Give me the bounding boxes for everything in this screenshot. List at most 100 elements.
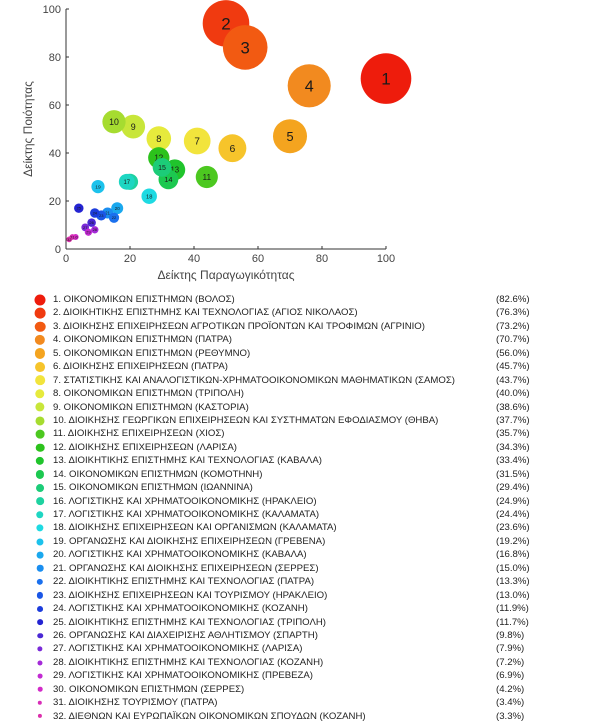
bubble-label-30: 30 (73, 234, 78, 239)
legend-entry-28: 28. ΔΙΟΙΚΗΤΙΚΗΣ ΕΠΙΣΤΗΜΗΣ ΚΑΙ ΤΕΧΝΟΛΟΓΙΑ… (34, 656, 594, 669)
bubble-label-22: 22 (112, 215, 117, 220)
legend-entry-31: 31. ΔΙΟΙΚΗΣΗΣ ΤΟΥΡΙΣΜΟΥ (ΠΑΤΡΑ) (3.4%) (34, 696, 594, 709)
legend-entry-15: 15. ΟΙΚΟΝΟΜΙΚΩΝ ΕΠΙΣΤΗΜΩΝ (ΙΩΑΝΝΙΝΑ) (29.… (34, 481, 594, 494)
legend-entry-9: 9. ΟΙΚΟΝΟΜΙΚΩΝ ΕΠΙΣΤΗΜΩΝ (ΚΑΣΤΟΡΙΑ) (38.6… (34, 401, 594, 414)
legend-marker-3 (34, 321, 46, 332)
x-tick-label-100: 100 (377, 253, 395, 265)
y-tick-label-0: 0 (55, 244, 61, 256)
legend-entry-29: 29. ΛΟΓΙΣΤΙΚΗΣ ΚΑΙ ΧΡΗΜΑΤΟΟΙΚΟΝΟΜΙΚΗΣ (Π… (34, 669, 594, 682)
bubble-label-12: 12 (154, 154, 163, 163)
legend-label-26: 26. ΟΡΓΑΝΩΣΗΣ ΚΑΙ ΔΙΑΧΕΙΡΙΣΗΣ ΑΘΛΗΤΙΣΜΟΥ… (53, 629, 318, 641)
legend-label-29: 29. ΛΟΓΙΣΤΙΚΗΣ ΚΑΙ ΧΡΗΜΑΤΟΟΙΚΟΝΟΜΙΚΗΣ (Π… (53, 670, 313, 682)
legend-value-16: (24.9%) (496, 495, 530, 507)
legend-entry-14: 14. ΟΙΚΟΝΟΜΙΚΩΝ ΕΠΙΣΤΗΜΩΝ (ΚΟΜΟΤΗΝΗ) (31.… (34, 468, 594, 481)
legend-entry-22: 22. ΔΙΟΙΚΗΤΙΚΗΣ ΕΠΙΣΤΗΜΗΣ ΚΑΙ ΤΕΧΝΟΛΟΓΙΑ… (34, 575, 594, 588)
bubble-label-11: 11 (202, 172, 211, 182)
bubble-22 (108, 212, 120, 223)
x-axis-title: Δείκτης Παραγωγικότητας (157, 268, 294, 282)
legend-marker-25 (37, 619, 43, 626)
bubble-26 (87, 218, 96, 227)
legend-marker-18 (36, 524, 44, 532)
x-tick-label-20: 20 (124, 253, 136, 265)
legend-marker-6 (35, 361, 45, 372)
x-tick-label-80: 80 (316, 253, 328, 265)
legend-value-29: (6.9%) (496, 670, 525, 682)
legend-marker-21 (36, 565, 44, 572)
legend-value-10: (37.7%) (496, 414, 530, 426)
legend-marker-30 (37, 687, 43, 692)
legend-marker-10 (35, 416, 45, 426)
legend-value-26: (9.8%) (496, 629, 525, 641)
legend-entry-25: 25. ΔΙΟΙΚΗΤΙΚΗΣ ΕΠΙΣΤΗΜΗΣ ΚΑΙ ΤΕΧΝΟΛΟΓΙΑ… (34, 616, 594, 629)
bubble-8 (146, 126, 172, 151)
legend-value-23: (13.0%) (496, 589, 530, 601)
legend-value-5: (56.0%) (496, 347, 530, 359)
legend-value-31: (3.4%) (496, 697, 525, 709)
legend-marker-9 (35, 402, 45, 412)
bubble-label-28: 28 (93, 227, 98, 232)
bubble-label-20: 20 (115, 206, 120, 211)
legend-marker-24 (37, 605, 43, 612)
bubble-18 (141, 188, 157, 204)
legend-marker-20 (36, 551, 44, 559)
legend-marker-32 (37, 714, 43, 719)
bubble-label-27: 27 (83, 225, 88, 230)
legend-label-21: 21. ΟΡΓΑΝΩΣΗΣ ΚΑΙ ΔΙΟΙΚΗΣΗΣ ΕΠΙΧΕΙΡΗΣΕΩΝ… (53, 562, 319, 574)
legend-label-16: 16. ΛΟΓΙΣΤΙΚΗΣ ΚΑΙ ΧΡΗΜΑΤΟΟΙΚΟΝΟΜΙΚΗΣ (Η… (53, 495, 317, 507)
bubble-label-10: 10 (109, 117, 119, 127)
bubble-label-13: 13 (170, 166, 179, 175)
legend-entry-23: 23. ΔΙΟΙΚΗΣΗΣ ΕΠΙΧΕΙΡΗΣΕΩΝ ΚΑΙ ΤΟΥΡΙΣΜΟΥ… (34, 589, 594, 602)
legend-label-2: 2. ΔΙΟΙΚΗΤΙΚΗΣ ΕΠΙΣΤΗΜΗΣ ΚΑΙ ΤΕΧΝΟΛΟΓΙΑΣ… (53, 307, 358, 319)
bubble-15 (152, 158, 172, 177)
legend-value-9: (38.6%) (496, 401, 530, 413)
legend-value-20: (16.8%) (496, 549, 530, 561)
legend-value-1: (82.6%) (496, 294, 530, 305)
legend-marker-16 (36, 497, 44, 506)
bubble-label-5: 5 (286, 129, 293, 144)
legend-entry-8: 8. ΟΙΚΟΝΟΜΙΚΩΝ ΕΠΙΣΤΗΜΩΝ (ΤΡΙΠΟΛΗ) (40.0%… (34, 387, 594, 400)
legend-entry-1: 1. ΟΙΚΟΝΟΜΙΚΩΝ ΕΠΙΣΤΗΜΩΝ (ΒΟΛΟΣ) (82.6%) (34, 293, 594, 306)
bubble-label-25: 25 (77, 206, 82, 211)
bubble-label-15: 15 (158, 165, 166, 172)
legend-entry-17: 17. ΛΟΓΙΣΤΙΚΗΣ ΚΑΙ ΧΡΗΜΑΤΟΟΙΚΟΝΟΜΙΚΗΣ (Κ… (34, 508, 594, 521)
legend-label-9: 9. ΟΙΚΟΝΟΜΙΚΩΝ ΕΠΙΣΤΗΜΩΝ (ΚΑΣΤΟΡΙΑ) (53, 401, 249, 413)
legend-label-31: 31. ΔΙΟΙΚΗΣΗΣ ΤΟΥΡΙΣΜΟΥ (ΠΑΤΡΑ) (53, 697, 218, 709)
legend-marker-28 (37, 660, 43, 666)
legend-entry-13: 13. ΔΙΟΙΚΗΤΙΚΗΣ ΕΠΙΣΤΗΜΗΣ ΚΑΙ ΤΕΧΝΟΛΟΓΙΑ… (34, 454, 594, 467)
legend-value-32: (3.3%) (496, 710, 525, 722)
legend-value-19: (19.2%) (496, 535, 530, 547)
x-tick-label-60: 60 (252, 253, 264, 265)
legend-marker-29 (37, 673, 43, 679)
bubble-20 (111, 202, 124, 215)
legend-value-22: (13.3%) (496, 576, 530, 588)
legend-marker-11 (35, 429, 45, 439)
legend: 1. ΟΙΚΟΝΟΜΙΚΩΝ ΕΠΙΣΤΗΜΩΝ (ΒΟΛΟΣ) (82.6%) 2… (34, 293, 594, 723)
legend-label-22: 22. ΔΙΟΙΚΗΤΙΚΗΣ ΕΠΙΣΤΗΜΗΣ ΚΑΙ ΤΕΧΝΟΛΟΓΙΑ… (53, 576, 315, 588)
bubble-label-26: 26 (89, 220, 94, 225)
legend-marker-15 (36, 483, 44, 492)
legend-entry-10: 10. ΔΙΟΙΚΗΣΗΣ ΓΕΩΡΓΙΚΩΝ ΕΠΙΧΕΙΡΗΣΕΩΝ ΚΑΙ… (34, 414, 594, 427)
legend-marker-5 (34, 348, 46, 359)
legend-label-7: 7. ΣΤΑΤΙΣΤΙΚΗΣ ΚΑΙ ΑΝΑΛΟΓΙΣΤΙΚΩΝ-ΧΡΗΜΑΤΟ… (53, 374, 455, 386)
bubble-24 (90, 208, 100, 218)
legend-entry-12: 12. ΔΙΟΙΚΗΣΗΣ ΕΠΙΧΕΙΡΗΣΕΩΝ (ΛΑΡΙΣΑ) (34.3… (34, 441, 594, 454)
legend-entry-4: 4. ΟΙΚΟΝΟΜΙΚΩΝ ΕΠΙΣΤΗΜΩΝ (ΠΑΤΡΑ) (70.7%) (34, 333, 594, 346)
legend-entry-6: 6. ΔΙΟΙΚΗΣΗΣ ΕΠΙΧΕΙΡΗΣΕΩΝ (ΠΑΤΡΑ) (45.7%) (34, 360, 594, 373)
legend-value-6: (45.7%) (496, 361, 530, 373)
legend-value-2: (76.3%) (496, 307, 530, 319)
bubble-chart: 1234567891011121314151617181920212223242… (21, 0, 412, 282)
legend-marker-13 (35, 456, 45, 466)
legend-value-4: (70.7%) (496, 334, 530, 346)
legend-label-17: 17. ΛΟΓΙΣΤΙΚΗΣ ΚΑΙ ΧΡΗΜΑΤΟΟΙΚΟΝΟΜΙΚΗΣ (Κ… (53, 509, 320, 520)
bubble-7 (183, 127, 211, 155)
legend-marker-12 (35, 443, 45, 452)
bubble-label-3: 3 (241, 38, 250, 57)
legend-entry-18: 18. ΔΙΟΙΚΗΣΗΣ ΕΠΙΧΕΙΡΗΣΕΩΝ ΚΑΙ ΟΡΓΑΝΙΣΜΩ… (34, 521, 594, 534)
legend-label-5: 5. ΟΙΚΟΝΟΜΙΚΩΝ ΕΠΙΣΤΗΜΩΝ (ΡΕΘΥΜΝΟ) (53, 347, 251, 359)
legend-label-3: 3. ΔΙΟΙΚΗΣΗΣ ΕΠΙΧΕΙΡΗΣΕΩΝ ΑΓΡΟΤΙΚΩΝ ΠΡΟΪ… (53, 320, 425, 332)
bubble-label-1: 1 (381, 70, 390, 89)
legend-value-3: (73.2%) (496, 320, 530, 332)
bubble-11 (195, 165, 218, 189)
legend-value-12: (34.3%) (496, 441, 530, 453)
legend-label-10: 10. ΔΙΟΙΚΗΣΗΣ ΓΕΩΡΓΙΚΩΝ ΕΠΙΧΕΙΡΗΣΕΩΝ ΚΑΙ… (53, 414, 439, 426)
